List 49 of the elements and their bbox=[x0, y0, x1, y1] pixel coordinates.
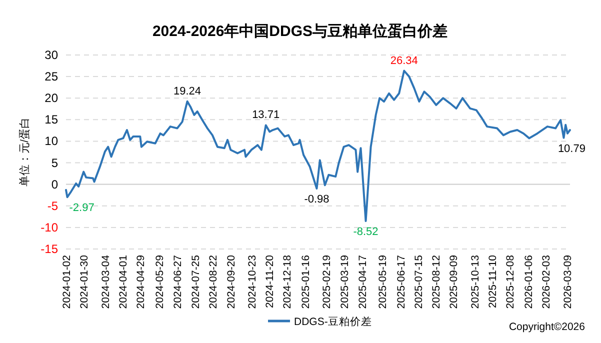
x-tick-label: 2024-03-04 bbox=[100, 254, 112, 309]
x-tick-label: 2026-02-03 bbox=[540, 254, 552, 309]
x-tick-label: 2024-01-02 bbox=[61, 254, 73, 309]
y-tick-label: 20 bbox=[44, 91, 58, 106]
annotation: 19.24 bbox=[174, 85, 202, 98]
text: Copyright©2026 bbox=[508, 321, 586, 333]
x-tick-label: 2026-03-09 bbox=[562, 254, 574, 309]
x-tick-label: 2025-07-15 bbox=[412, 254, 425, 309]
y-tick-label: -5 bbox=[47, 198, 58, 213]
x-tick-label: 2024-12-18 bbox=[282, 254, 294, 309]
y-tick-label: -15 bbox=[40, 242, 58, 256]
x-tick-label: 2024-07-25 bbox=[190, 254, 202, 309]
annotation: -2.97 bbox=[69, 202, 94, 214]
x-tick-label: 2024-09-20 bbox=[226, 254, 238, 309]
y-axis-title: 单位：元/蛋白 bbox=[18, 117, 31, 187]
x-tick-label: 2025-01-16 bbox=[300, 254, 312, 309]
x-tick-label: 2024-01-30 bbox=[78, 254, 91, 309]
x-tick-label: 2024-11-20 bbox=[264, 254, 276, 308]
annotation: -8.52 bbox=[353, 226, 378, 238]
y-tick-label: -10 bbox=[40, 220, 58, 234]
y-tick-label: 15 bbox=[44, 112, 58, 127]
x-tick-label: 2026-01-06 bbox=[522, 254, 535, 309]
x-tick-label: 2025-11-10 bbox=[487, 254, 500, 308]
y-tick-label: 25 bbox=[44, 70, 58, 84]
x-tick-label: 2025-02-19 bbox=[321, 254, 334, 309]
x-tick-label: 2025-08-12 bbox=[430, 254, 443, 309]
annotation: 13.71 bbox=[252, 109, 280, 122]
legend-label: DDGS-豆粕价差 bbox=[294, 316, 372, 328]
annotation: -0.98 bbox=[304, 194, 330, 206]
x-tick-label: 2025-06-17 bbox=[395, 254, 408, 309]
x-tick-label: 2024-04-29 bbox=[135, 254, 148, 309]
x-tick-label: 2024-05-29 bbox=[154, 254, 166, 309]
x-tick-label: 2024-06-27 bbox=[172, 254, 184, 309]
x-tick-label: 2025-12-08 bbox=[504, 254, 517, 309]
x-tick-label: 2024-10-23 bbox=[246, 254, 258, 309]
x-tick-label: 2025-05-19 bbox=[377, 254, 390, 309]
x-tick-label: 2025-09-09 bbox=[448, 254, 460, 309]
x-tick-label: 2024-08-22 bbox=[207, 254, 220, 309]
x-tick-label: 2025-03-19 bbox=[338, 254, 351, 309]
x-tick-label: 2025-04-17 bbox=[356, 254, 369, 309]
annotation: 26.34 bbox=[390, 54, 418, 67]
y-tick-label: 30 bbox=[44, 48, 58, 62]
x-tick-label: 2024-04-01 bbox=[118, 254, 130, 309]
chart-title: 2024-2026年中国DDGS与豆粕单位蛋白价差 bbox=[152, 23, 448, 40]
annotation: 10.79 bbox=[558, 142, 586, 155]
y-tick-label: 0 bbox=[51, 177, 58, 192]
y-tick-label: 10 bbox=[44, 134, 58, 148]
x-tick-label: 2025-10-13 bbox=[469, 254, 482, 309]
y-tick-label: 5 bbox=[51, 156, 58, 170]
